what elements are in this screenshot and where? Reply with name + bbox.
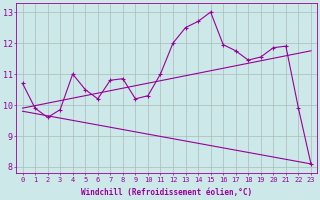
X-axis label: Windchill (Refroidissement éolien,°C): Windchill (Refroidissement éolien,°C)	[81, 188, 252, 197]
